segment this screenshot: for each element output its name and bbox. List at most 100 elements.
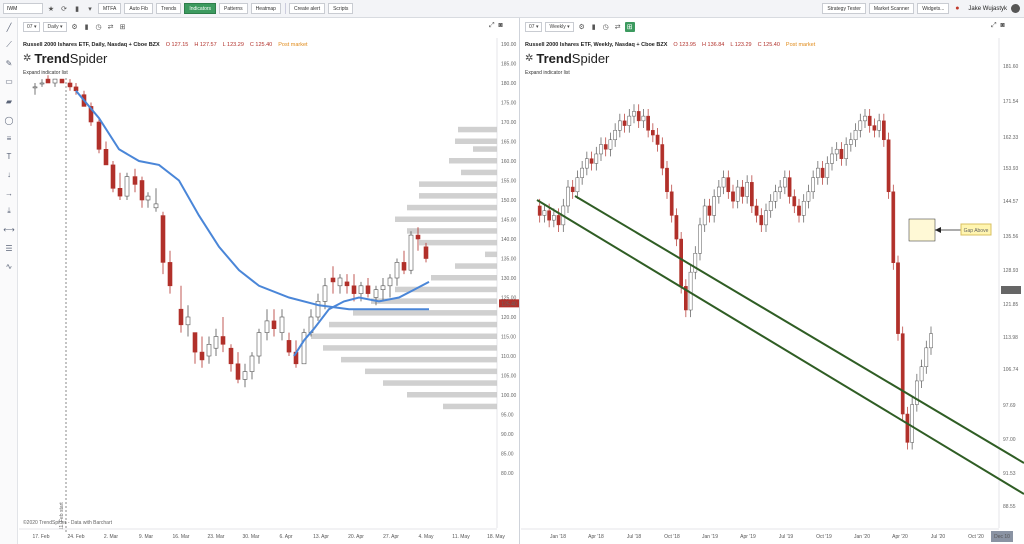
daily-chart-panel[interactable]: 07 ▾ Daily ▾ ⚙ ▮ ◷ ⇄ ⊞ ⤢ ◙ Russell 2000 …	[19, 18, 520, 544]
gear-icon[interactable]: ⚙	[578, 24, 585, 31]
patterns-button[interactable]: Patterns	[219, 3, 248, 14]
toolbar-right: Strategy Tester Market Scanner Widgets..…	[819, 3, 1020, 14]
candle-body	[646, 115, 650, 131]
candle-body	[228, 347, 234, 365]
layout-select[interactable]: 07 ▾	[525, 22, 543, 32]
candle-body	[745, 182, 749, 197]
clock-icon[interactable]: ◷	[602, 24, 609, 31]
candle-style-icon[interactable]: ▮	[591, 24, 596, 31]
expand-indicator-link[interactable]: Expand indicator list	[23, 70, 68, 76]
weekly-chart-panel[interactable]: 07 ▾ Weekly ▾ ⚙ ▮ ◷ ⇄ ⊞ ⤢ ◙ Russell 2000…	[521, 18, 1024, 544]
y-tick-label: 106.74	[1003, 367, 1019, 373]
widgets-button[interactable]: Widgets...	[917, 3, 950, 14]
candle-body	[264, 320, 270, 333]
auto-fib-button[interactable]: Auto Fib	[124, 3, 153, 14]
create-alert-button[interactable]: Create alert	[288, 3, 326, 14]
indicators-button[interactable]: Indicators	[184, 3, 217, 14]
brush-icon[interactable]: ✎	[5, 58, 13, 68]
arrow-right-icon[interactable]: →	[5, 188, 13, 198]
arrow-down-icon[interactable]: ↓	[7, 169, 11, 179]
market-scanner-button[interactable]: Market Scanner	[868, 3, 915, 14]
camera-icon[interactable]: ◙	[1000, 22, 1005, 29]
user-name[interactable]: Jake Wujastyk	[968, 5, 1007, 12]
channel-icon[interactable]: ☰	[5, 243, 13, 253]
spider-logo-icon: ✲	[23, 53, 32, 64]
parallelogram-icon[interactable]: ▰	[5, 96, 13, 106]
x-tick-label: 6. Apr	[279, 534, 292, 540]
candle-body	[684, 286, 688, 311]
sync-icon[interactable]: ⇄	[107, 24, 114, 31]
candle-body	[872, 125, 877, 131]
pin-icon[interactable]: ⤓	[7, 206, 11, 215]
gap-zone	[908, 218, 936, 242]
refresh-icon[interactable]: ⟳	[61, 5, 67, 13]
bell-icon[interactable]: ●	[955, 5, 960, 12]
expand-indicator-link[interactable]: Expand indicator list	[525, 70, 570, 76]
x-tick-label: Oct '20	[968, 534, 984, 540]
expand-icon[interactable]: ⤢	[991, 22, 997, 29]
candle-body	[271, 320, 277, 329]
measure-icon[interactable]: ⟷	[3, 224, 15, 234]
trends-button[interactable]: Trends	[155, 3, 182, 14]
candle-body	[740, 186, 745, 197]
y-tick-label: 100.00	[501, 393, 517, 399]
volume-profile-bar	[329, 321, 497, 328]
layout-select[interactable]: 07 ▾	[23, 22, 41, 32]
trend-line	[536, 199, 1024, 495]
chevron-down-icon[interactable]: ▾	[88, 5, 92, 13]
compare-icon[interactable]: ⊞	[119, 24, 126, 31]
ohlc-high: H 127.57	[194, 42, 217, 48]
y-tick-label: 97.00	[1003, 437, 1016, 443]
mtfa-button[interactable]: MTFA	[98, 3, 122, 14]
candle-style-icon[interactable]: ▮	[84, 24, 89, 31]
rectangle-icon[interactable]: ▭	[5, 76, 13, 86]
gear-icon[interactable]: ⚙	[71, 24, 78, 31]
candle-body	[910, 404, 914, 443]
fib-icon[interactable]: ≡	[6, 133, 12, 143]
circle-icon[interactable]: ◯	[4, 115, 14, 125]
candle-body	[900, 333, 905, 415]
candle-body	[408, 234, 414, 271]
candle-icon[interactable]: ▮	[75, 5, 79, 13]
interval-select[interactable]: Weekly ▾	[545, 22, 574, 32]
weekly-price-chart[interactable]: 181.60 171.54 162.33 153.93 144.57 135.56 128.…	[521, 18, 1024, 544]
zigzag-icon[interactable]: ∿	[5, 261, 13, 271]
clock-icon[interactable]: ◷	[95, 24, 102, 31]
line-tool-icon[interactable]: ╱	[6, 22, 12, 32]
y-tick-label: 128.93	[1003, 268, 1019, 274]
x-tick-label: 13. Apr	[313, 534, 329, 540]
candle-body	[178, 308, 184, 326]
avatar[interactable]	[1011, 4, 1020, 13]
candle-body	[235, 363, 241, 380]
interval-select[interactable]: Daily ▾	[43, 22, 67, 32]
scripts-button[interactable]: Scripts	[328, 3, 354, 14]
candle-body	[618, 120, 622, 131]
daily-price-chart[interactable]: 190.00 185.00 180.00 175.00 170.00 165.00 160.…	[19, 18, 520, 544]
compare-icon[interactable]: ⊞	[624, 22, 635, 32]
sync-icon[interactable]: ⇄	[614, 24, 621, 31]
heatmap-button[interactable]: Heatmap	[250, 3, 281, 14]
candle-body	[542, 210, 547, 216]
candle-body	[830, 153, 834, 164]
candle-body	[792, 196, 797, 207]
candle-body	[279, 316, 285, 333]
text-icon[interactable]: T	[6, 151, 12, 161]
y-tick-label: 97.69	[1003, 403, 1016, 409]
symbol-search-input[interactable]: IWM	[3, 3, 43, 14]
y-tick-label: 150.00	[501, 198, 517, 204]
spider-logo-icon: ✲	[525, 53, 534, 64]
star-icon[interactable]: ★	[47, 5, 55, 13]
strategy-tester-button[interactable]: Strategy Tester	[822, 3, 866, 14]
y-tick-label: 121.85	[1003, 302, 1019, 308]
candle-body	[52, 78, 58, 84]
ray-icon[interactable]: ⟋	[6, 40, 12, 49]
camera-icon[interactable]: ◙	[498, 22, 503, 29]
trendspider-logo: ✲ Trend Spider	[23, 51, 108, 66]
expand-icon[interactable]: ⤢	[489, 22, 495, 29]
volume-profile-bar	[407, 392, 497, 398]
candle-body	[401, 262, 407, 271]
candle-body	[249, 355, 255, 372]
y-tick-label: 85.00	[501, 452, 514, 458]
candle-body	[651, 130, 655, 136]
x-tick-label: 23. Mar	[208, 534, 225, 540]
